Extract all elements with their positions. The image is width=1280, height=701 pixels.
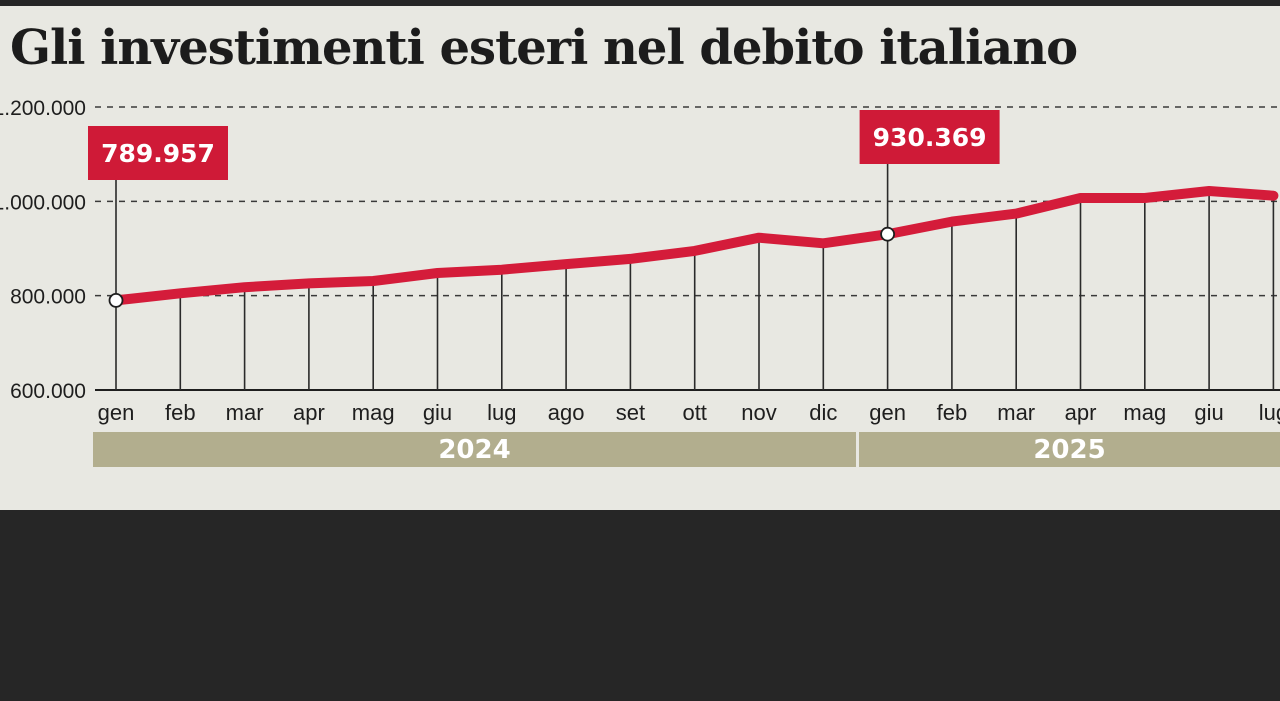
y-tick-label: 1.000.000 — [0, 191, 86, 214]
x-tick-label: apr — [1065, 400, 1097, 425]
x-tick-label: mar — [226, 400, 264, 425]
x-tick-label: set — [616, 400, 645, 425]
x-tick-label: feb — [937, 400, 968, 425]
year-label: 2025 — [1033, 435, 1105, 465]
callout-box — [88, 126, 228, 180]
series-line — [111, 186, 1279, 306]
line-chart: 600.000 800.000 1.000.000 1.200.000 789.957 9… — [0, 97, 1280, 467]
year-band — [859, 432, 1280, 467]
page-background — [0, 510, 1280, 701]
year-label: 2024 — [438, 435, 510, 465]
callout-label: 789.957 — [101, 139, 215, 168]
x-tick-label: apr — [293, 400, 325, 425]
x-tick-label: gen — [869, 400, 906, 425]
x-tick-label: gen — [98, 400, 135, 425]
x-tick-label: nov — [741, 400, 776, 425]
x-tick-label: feb — [165, 400, 196, 425]
callout-label: 930.369 — [873, 123, 987, 152]
chart-title: Gli investimenti esteri nel debito itali… — [10, 20, 1078, 76]
x-tick-label: ott — [682, 400, 706, 425]
callout-marker — [108, 293, 124, 308]
x-tick-label: ago — [548, 400, 585, 425]
y-tick-label: 800.000 — [10, 286, 86, 309]
y-tick-label: 600.000 — [10, 380, 86, 403]
year-band — [93, 432, 856, 467]
x-tick-label: giu — [423, 400, 452, 425]
y-tick-label: 1.200.000 — [0, 97, 86, 120]
x-tick-label: mag — [352, 400, 395, 425]
x-tick-label: lug — [487, 400, 516, 425]
callout-marker — [880, 226, 895, 242]
top-dark-strip — [0, 0, 1280, 6]
chart-panel: 600.000 800.000 1.000.000 1.200.000 789.957 9… — [0, 6, 1280, 510]
x-tick-label: mar — [997, 400, 1035, 425]
callout-box — [859, 110, 1000, 164]
x-tick-label: mag — [1123, 400, 1166, 425]
x-tick-label: dic — [809, 400, 837, 425]
x-tick-label: lug — [1259, 400, 1280, 425]
x-tick-label: giu — [1194, 400, 1223, 425]
